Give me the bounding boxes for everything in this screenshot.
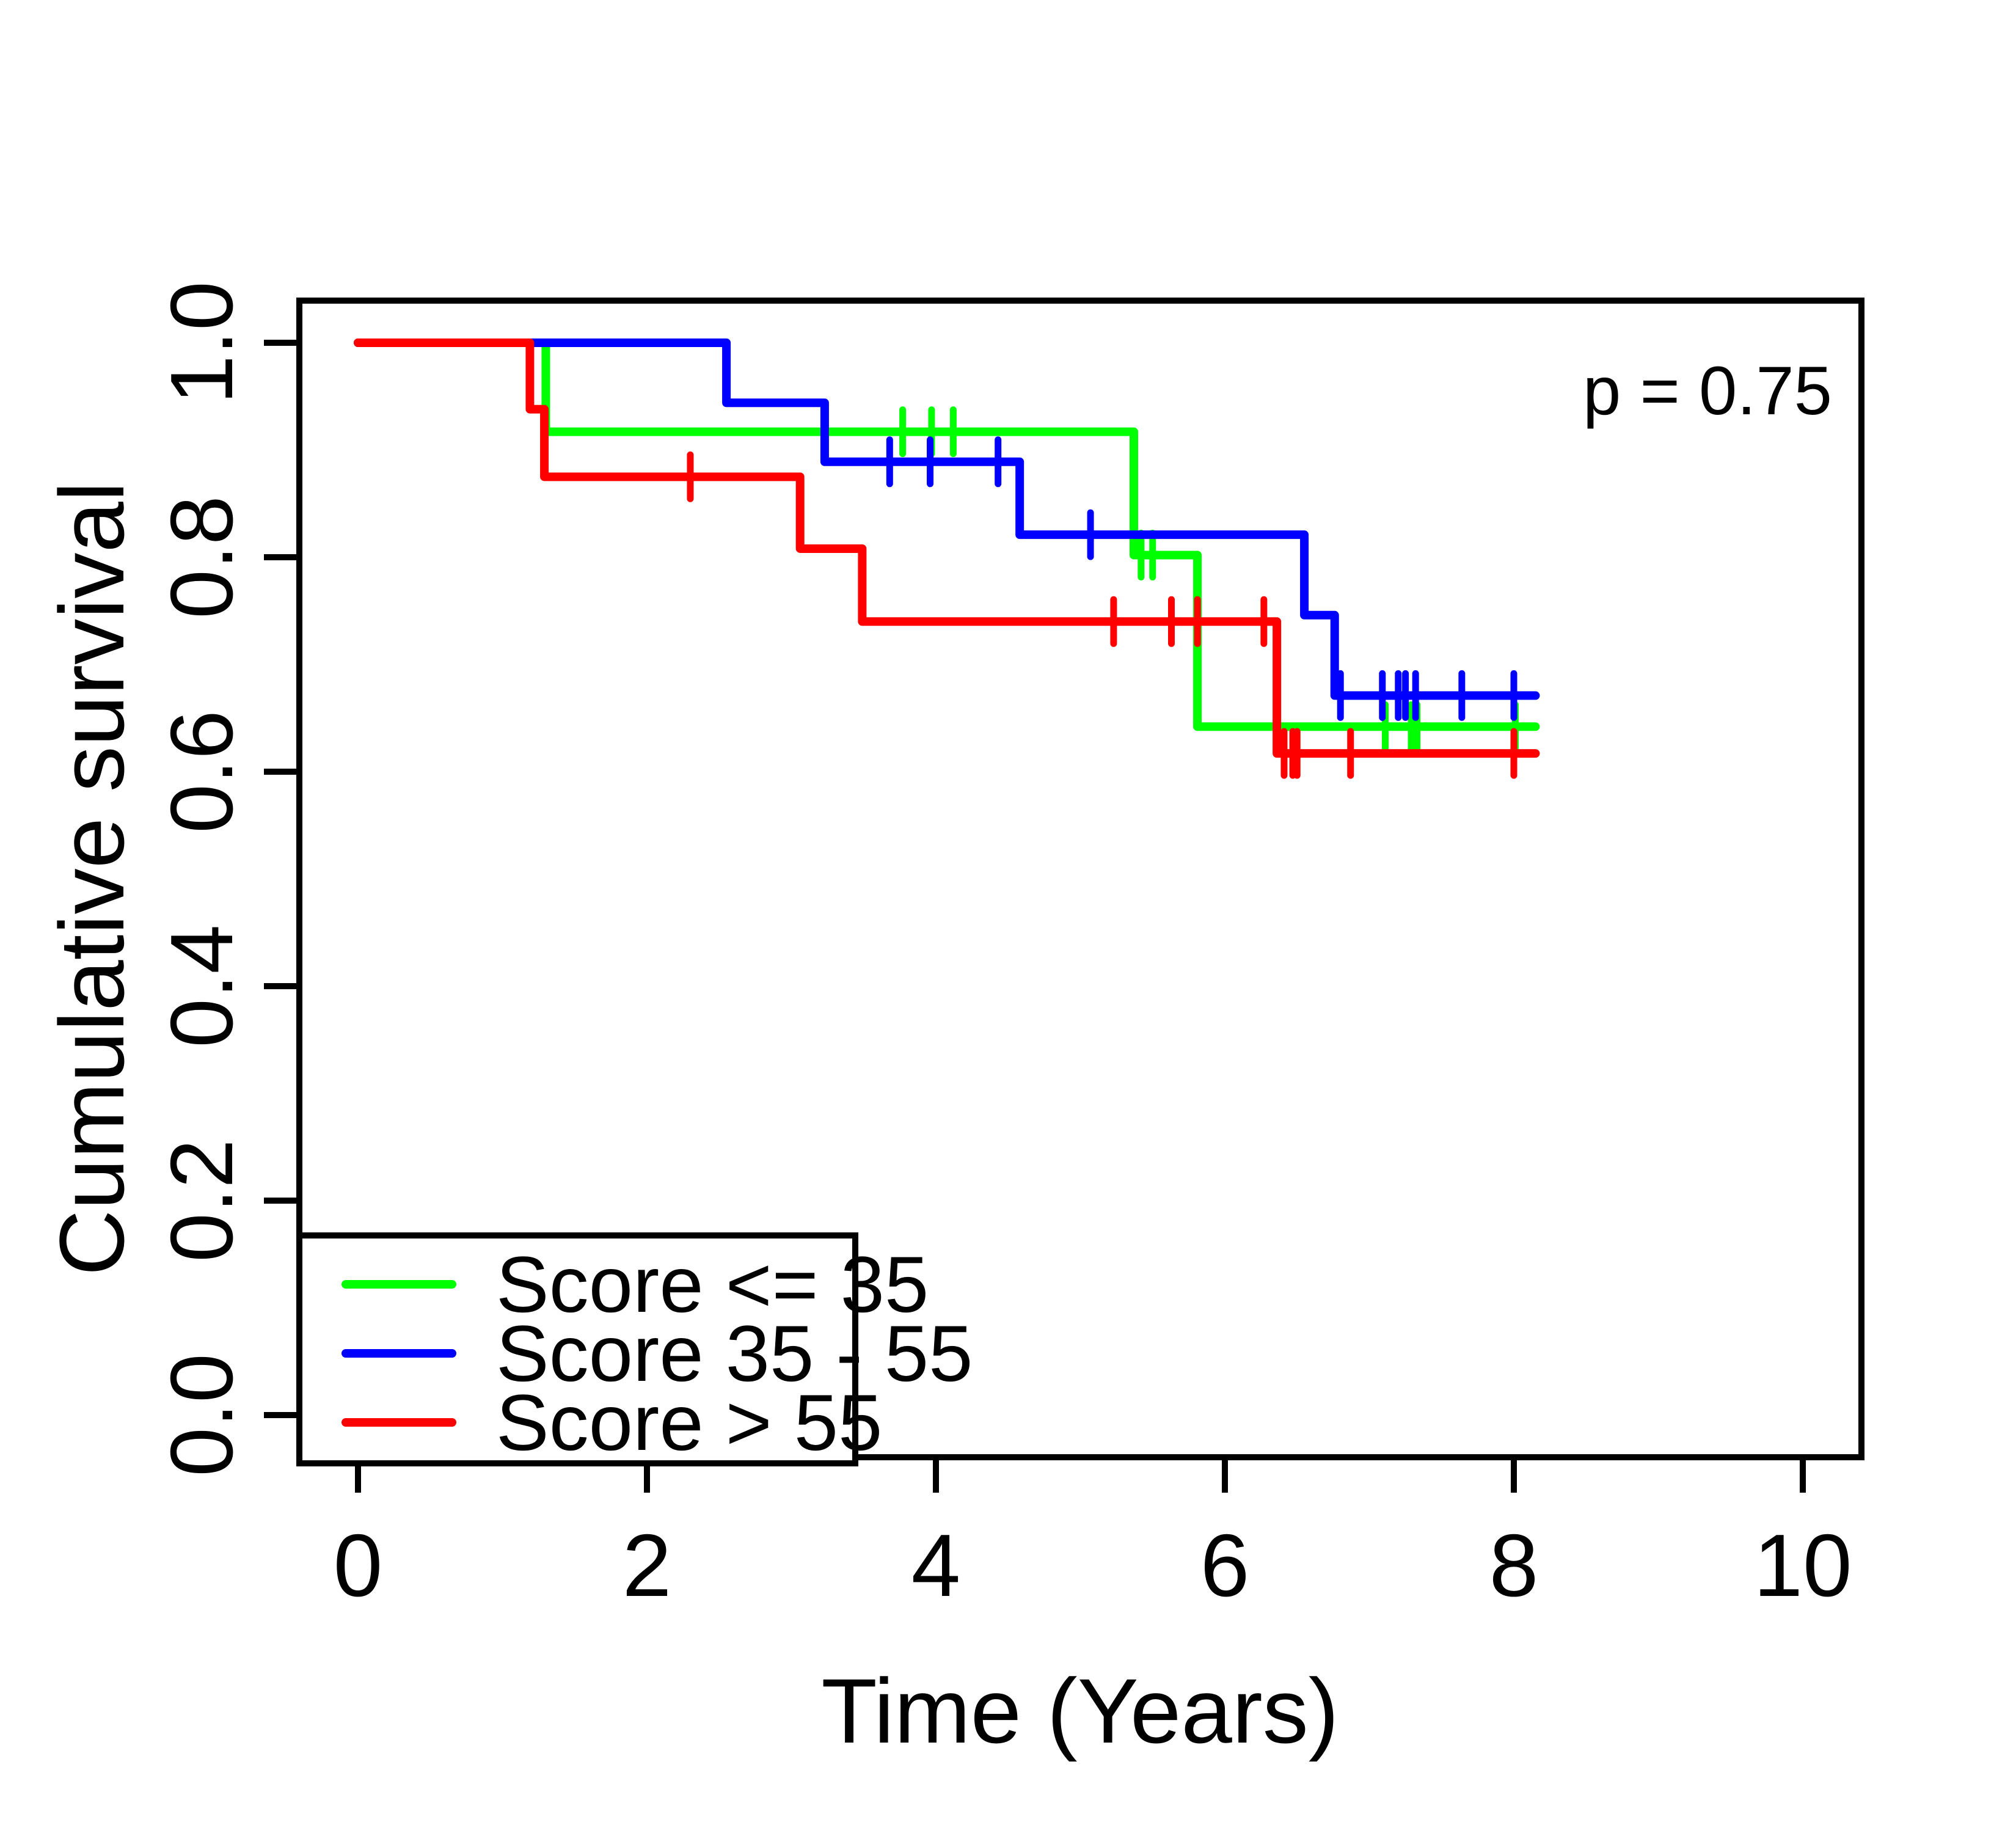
survival-curve: [354, 338, 1540, 758]
y-tick-label: 0.6: [152, 710, 251, 833]
x-axis-title: Time (Years): [821, 1659, 1339, 1762]
plot-border: [296, 298, 1864, 1460]
survival-curve: [354, 338, 1540, 731]
x-tick-label: 10: [1753, 1516, 1852, 1615]
x-tick-label: 6: [1200, 1516, 1250, 1615]
y-tick-label: 0.8: [152, 496, 251, 619]
legend-label: Score > 55: [496, 1378, 882, 1467]
legend-row: Score 35 - 55: [341, 1309, 973, 1398]
x-axis: 0 2 4 6 8 10: [334, 1457, 1852, 1615]
y-tick-label: 0.0: [152, 1353, 251, 1477]
survival-curve: [354, 338, 1540, 700]
y-axis-title: Cumulative survival: [40, 481, 143, 1276]
survival-curves: [354, 338, 1540, 779]
y-tick-label: 1.0: [152, 281, 251, 404]
x-tick-label: 8: [1489, 1516, 1539, 1615]
y-tick-label: 0.4: [152, 924, 251, 1048]
legend-label: Score 35 - 55: [496, 1309, 973, 1398]
x-tick-label: 2: [623, 1516, 672, 1615]
legend-row: Score > 55: [341, 1378, 882, 1467]
p-value-annotation: p = 0.75: [1583, 353, 1832, 429]
legend-row: Score <= 35: [341, 1240, 929, 1329]
legend-label: Score <= 35: [496, 1240, 929, 1329]
y-axis: 0.0 0.2 0.4 0.6 0.8 1.0: [152, 281, 299, 1477]
x-tick-label: 4: [911, 1516, 961, 1615]
y-tick-label: 0.2: [152, 1139, 251, 1262]
x-tick-label: 0: [334, 1516, 383, 1615]
